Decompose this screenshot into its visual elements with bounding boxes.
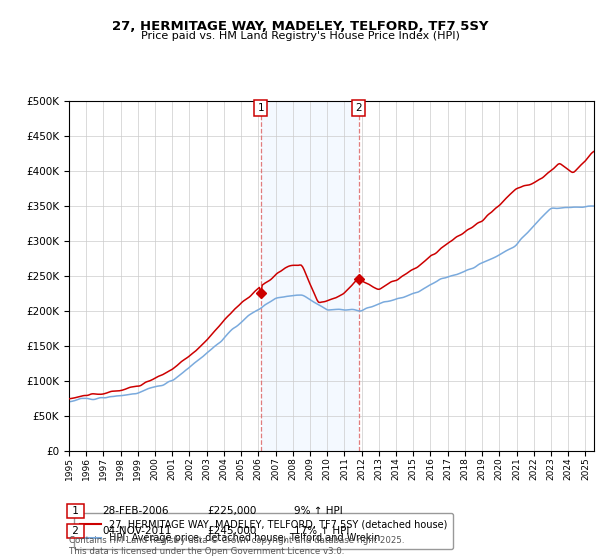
Text: 2: 2 — [356, 103, 362, 113]
Text: Contains HM Land Registry data © Crown copyright and database right 2025.
This d: Contains HM Land Registry data © Crown c… — [69, 536, 404, 556]
Text: 17% ↑ HPI: 17% ↑ HPI — [294, 526, 349, 536]
Text: 2: 2 — [69, 526, 82, 536]
Text: 1: 1 — [69, 506, 82, 516]
Legend: 27, HERMITAGE WAY, MADELEY, TELFORD, TF7 5SY (detached house), HPI: Average pric: 27, HERMITAGE WAY, MADELEY, TELFORD, TF7… — [74, 514, 453, 549]
Text: 27, HERMITAGE WAY, MADELEY, TELFORD, TF7 5SY: 27, HERMITAGE WAY, MADELEY, TELFORD, TF7… — [112, 20, 488, 32]
Text: 9% ↑ HPI: 9% ↑ HPI — [294, 506, 343, 516]
Text: 1: 1 — [257, 103, 264, 113]
Text: £225,000: £225,000 — [207, 506, 256, 516]
Text: 04-NOV-2011: 04-NOV-2011 — [102, 526, 172, 536]
Text: Price paid vs. HM Land Registry's House Price Index (HPI): Price paid vs. HM Land Registry's House … — [140, 31, 460, 41]
Bar — [261, 101, 359, 451]
Text: 28-FEB-2006: 28-FEB-2006 — [102, 506, 169, 516]
Text: £245,000: £245,000 — [207, 526, 256, 536]
